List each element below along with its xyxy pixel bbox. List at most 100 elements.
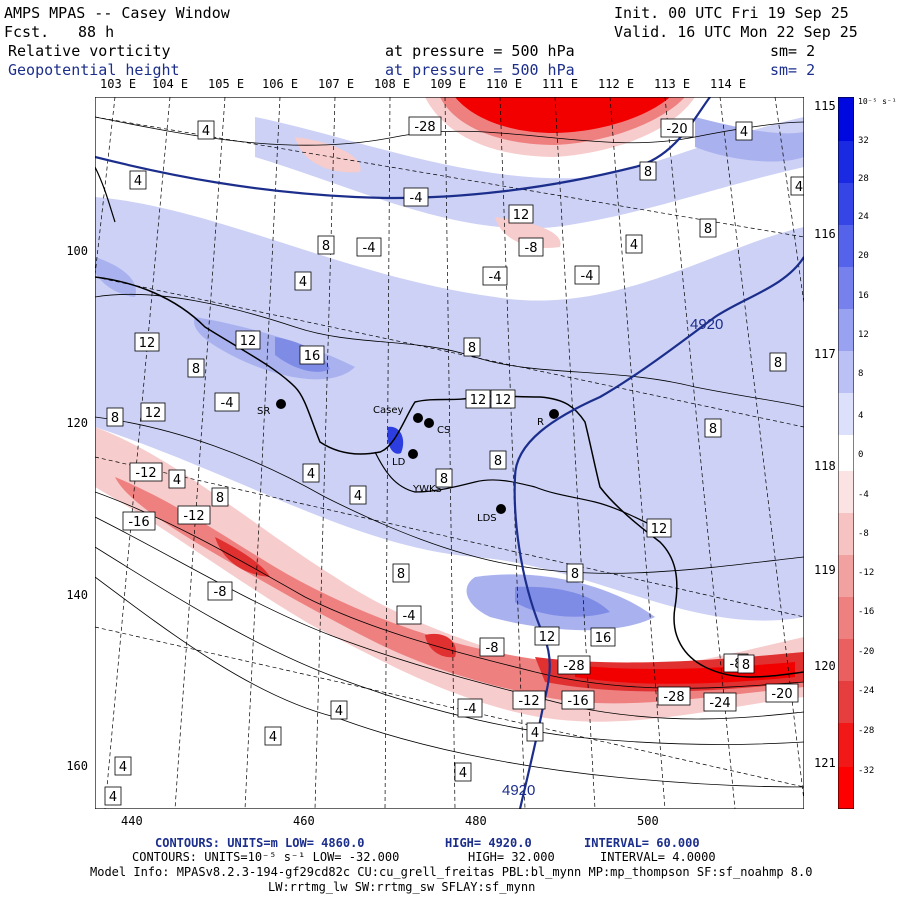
x-axis-label: 460 [293, 814, 315, 828]
station-label: YWKS [412, 484, 442, 495]
positive-vorticity-region [515, 586, 610, 617]
vorticity-contour-label-text: 4 [630, 238, 638, 253]
vorticity-contour-label-text: -8 [214, 585, 227, 600]
vorticity-contour-label-text: -4 [581, 269, 594, 284]
vorticity-contour-high: HIGH= 32.000 [468, 850, 555, 864]
vorticity-contour-label-text: 8 [709, 422, 717, 437]
vorticity-contour-label-text: -28 [563, 659, 584, 674]
vorticity-contour-label-text: 16 [595, 631, 612, 646]
colorbar-tick: 4 [858, 411, 864, 421]
height-contour-interval: INTERVAL= 60.000 [584, 836, 700, 850]
vorticity-contour-label-text: 4 [109, 790, 117, 805]
colorbar-tick: 16 [858, 291, 869, 301]
vorticity-contour-label: -4 [457, 698, 483, 718]
vorticity-contour-label: -4 [574, 265, 600, 285]
vorticity-contour-label: 8 [704, 418, 722, 438]
station-label: LDS [477, 513, 497, 524]
vorticity-contour-label: 4 [330, 700, 348, 720]
vorticity-contour-label-text: 8 [774, 356, 782, 371]
vorticity-contour-label-text: 4 [299, 275, 307, 290]
vorticity-contour-label: -24 [703, 692, 737, 712]
lon-label: 113 E [654, 77, 691, 91]
vorticity-contour-label-text: 8 [440, 472, 448, 487]
vorticity-contour-label-text: 8 [111, 411, 119, 426]
field1-level: at pressure = 500 hPa [385, 42, 575, 60]
colorbar-tick: 32 [858, 136, 869, 146]
vorticity-contour-label: -8 [479, 637, 505, 657]
vorticity-contour-label: 8 [737, 654, 755, 674]
vorticity-contour-label: 8 [392, 563, 410, 583]
x-axis-label: 480 [465, 814, 487, 828]
field2-name: Geopotential height [8, 61, 180, 79]
vorticity-contour-label-text: 12 [240, 334, 257, 349]
field1-smoothing: sm= 2 [770, 42, 816, 60]
vorticity-contour-label-text: 8 [494, 454, 502, 469]
vorticity-contour-label: 4 [264, 726, 282, 746]
vorticity-contour-label-text: 8 [192, 362, 200, 377]
station-marker [413, 413, 423, 423]
vorticity-contour-label: 12 [134, 332, 160, 352]
vorticity-contour-label: 4 [129, 170, 147, 190]
negative-vorticity-region [455, 97, 670, 133]
init-time: Init. 00 UTC Fri 19 Sep 25 [614, 4, 849, 22]
vorticity-contour-label-text: 4 [307, 467, 315, 482]
station-label: SR [257, 406, 270, 417]
vorticity-contour-label-text: 4 [134, 174, 142, 189]
colorbar-tick: 28 [858, 174, 869, 184]
lon-label: 107 E [318, 77, 355, 91]
vorticity-contour-label-text: -28 [414, 120, 435, 135]
station-marker [424, 418, 434, 428]
negative-vorticity-region [495, 217, 561, 248]
forecast-label: Fcst. [4, 23, 50, 41]
vorticity-contour-info: CONTOURS: UNITS=10⁻⁵ s⁻¹ LOW= -32.000 [132, 850, 400, 864]
colorbar-tick: -24 [858, 686, 875, 696]
vorticity-contour-label: 4 [197, 120, 215, 140]
ice-sheet-boundary [374, 451, 656, 528]
lon-label: 103 E [100, 77, 137, 91]
colorbar-tick: -12 [858, 568, 875, 578]
vorticity-contour-label: 8 [489, 450, 507, 470]
vorticity-contour-label: 12 [465, 389, 491, 409]
vorticity-contour-label: 8 [639, 161, 657, 181]
vorticity-contour-label-text: 8 [216, 491, 224, 506]
vorticity-contour-label: -4 [214, 392, 240, 412]
vorticity-contour-label-text: -20 [771, 687, 792, 702]
negative-vorticity-region [295, 137, 361, 173]
vorticity-contour-label-text: 4 [173, 473, 181, 488]
vorticity-contour-label: 8 [187, 358, 205, 378]
vorticity-contour-label: 12 [140, 402, 166, 422]
vorticity-contour-label: -4 [396, 605, 422, 625]
negative-vorticity-region [425, 633, 456, 658]
station-marker [549, 409, 559, 419]
vorticity-contour-label: 4 [302, 463, 320, 483]
x-axis-label: 500 [637, 814, 659, 828]
positive-vorticity-region [255, 117, 804, 229]
vorticity-contour-interval: INTERVAL= 4.0000 [600, 850, 716, 864]
vorticity-contour-label-text: 4 [354, 489, 362, 504]
vorticity-contour-label-text: 16 [304, 349, 321, 364]
lon-label: 109 E [430, 77, 467, 91]
vorticity-contour-label-text: 8 [742, 658, 750, 673]
vorticity-contour-label-text: -20 [666, 122, 687, 137]
colorbar-tick: -32 [858, 766, 875, 776]
lon-label: 110 E [486, 77, 523, 91]
vorticity-contour-label: -4 [482, 266, 508, 286]
vorticity-contour-label: 8 [769, 352, 787, 372]
plot-title: AMPS MPAS -- Casey Window [4, 4, 230, 22]
vorticity-contours [95, 116, 804, 788]
vorticity-contour-label-text: 8 [571, 567, 579, 582]
vorticity-contour-label-text: -12 [518, 694, 539, 709]
vorticity-contour-label: 4 [735, 121, 753, 141]
vorticity-contour-label: -12 [512, 690, 546, 710]
colorbar-tick: -8 [858, 529, 869, 539]
vorticity-contour-label: 4 [114, 756, 132, 776]
colorbar-tick: 24 [858, 212, 869, 222]
vorticity-contour-label-text: 8 [644, 165, 652, 180]
vorticity-contour-label: 8 [211, 487, 229, 507]
vorticity-contour-label: -16 [122, 511, 156, 531]
vorticity-contour-label-text: -8 [486, 641, 499, 656]
vorticity-contour-label-text: 4 [269, 730, 277, 745]
field2-level: at pressure = 500 hPa [385, 61, 575, 79]
colorbar-tick: 12 [858, 330, 869, 340]
vorticity-contour-label: 8 [317, 235, 335, 255]
